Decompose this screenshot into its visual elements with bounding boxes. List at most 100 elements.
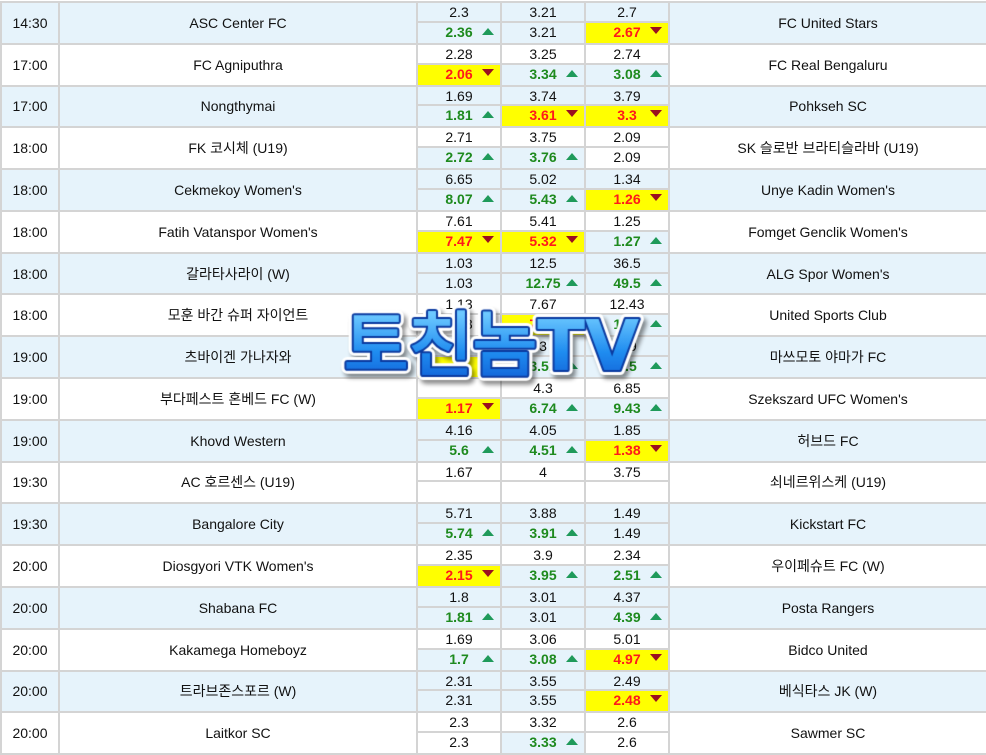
odds-draw[interactable]: 3.9 3.95 <box>500 544 586 588</box>
match-row[interactable]: 19:30 AC 호르센스 (U19) 1.67 4 3.75 쇠네르위스케 (U… <box>0 460 986 505</box>
match-row[interactable]: 20:00 Shabana FC 1.8 1.81 3.01 3.01 4.37 … <box>0 585 986 630</box>
home-team[interactable]: Diosgyori VTK Women's <box>58 544 418 588</box>
away-team[interactable]: FC United Stars <box>668 1 986 45</box>
away-team[interactable]: Bidco United <box>668 627 986 672</box>
odds-home-win[interactable]: 2.28 2.06 <box>416 42 502 87</box>
away-team[interactable]: Fomget Genclik Women's <box>668 209 986 254</box>
odds-away-win[interactable]: 1.34 1.26 <box>584 168 670 212</box>
odds-home-win[interactable]: 1.67 <box>416 460 502 505</box>
home-team[interactable]: ASC Center FC <box>58 1 418 45</box>
away-team[interactable]: 우이페슈트 FC (W) <box>668 544 986 588</box>
odds-home-win[interactable]: 4.16 5.6 <box>416 418 502 463</box>
odds-away-win[interactable]: 3.79 3.3 <box>584 84 670 129</box>
match-row[interactable]: 18:00 Fatih Vatanspor Women's 7.61 7.47 5… <box>0 209 986 254</box>
match-row[interactable]: 20:00 Diosgyori VTK Women's 2.35 2.15 3.9… <box>0 544 986 588</box>
odds-away-win[interactable]: 12.43 13.5 <box>584 293 670 338</box>
home-team[interactable]: Cekmekoy Women's <box>58 168 418 212</box>
odds-draw[interactable]: 3.25 3.34 <box>500 42 586 87</box>
away-team[interactable]: Posta Rangers <box>668 585 986 630</box>
odds-home-win[interactable]: 1.17 <box>416 377 502 421</box>
odds-draw[interactable]: 3.06 3.08 <box>500 627 586 672</box>
home-team[interactable]: AC 호르센스 (U19) <box>58 460 418 505</box>
home-team[interactable]: 갈라타사라이 (W) <box>58 251 418 296</box>
odds-draw[interactable]: 3.01 3.01 <box>500 585 586 630</box>
away-team[interactable]: 베식타스 JK (W) <box>668 669 986 714</box>
away-team[interactable]: 허브드 FC <box>668 418 986 463</box>
odds-away-win[interactable]: 2.34 2.51 <box>584 544 670 588</box>
odds-draw[interactable]: 4 <box>500 460 586 505</box>
odds-home-win[interactable]: 1.13 1.13 <box>416 293 502 338</box>
home-team[interactable]: Bangalore City <box>58 502 418 547</box>
odds-home-win[interactable]: 5.71 5.74 <box>416 502 502 547</box>
odds-draw[interactable]: 5.41 5.32 <box>500 209 586 254</box>
odds-home-win[interactable]: 7.61 7.47 <box>416 209 502 254</box>
odds-draw[interactable]: 4.05 4.51 <box>500 418 586 463</box>
home-team[interactable]: 모훈 바간 슈퍼 자이언트 <box>58 293 418 338</box>
home-team[interactable]: Shabana FC <box>58 585 418 630</box>
odds-home-win[interactable]: 1.8 1.81 <box>416 585 502 630</box>
odds-away-win[interactable]: 3.75 <box>584 460 670 505</box>
odds-away-win[interactable]: 1.25 1.27 <box>584 209 670 254</box>
odds-away-win[interactable]: 2.7 2.67 <box>584 1 670 45</box>
match-row[interactable]: 17:00 FC Agniputhra 2.28 2.06 3.25 3.34 2… <box>0 42 986 87</box>
home-team[interactable]: Fatih Vatanspor Women's <box>58 209 418 254</box>
odds-away-win[interactable]: 2.09 2.09 <box>584 126 670 171</box>
odds-home-win[interactable]: 2.3 2.36 <box>416 1 502 45</box>
away-team[interactable]: SK 슬로반 브라티슬라바 (U19) <box>668 126 986 171</box>
odds-draw[interactable]: 3.75 3.76 <box>500 126 586 171</box>
home-team[interactable]: 츠바이겐 가나자와 <box>58 335 418 380</box>
away-team[interactable]: Unye Kadin Women's <box>668 168 986 212</box>
odds-home-win[interactable]: 2.31 2.31 <box>416 669 502 714</box>
home-team[interactable]: Khovd Western <box>58 418 418 463</box>
away-team[interactable]: Szekszard UFC Women's <box>668 377 986 421</box>
odds-home-win[interactable]: 2.35 2.15 <box>416 544 502 588</box>
match-row[interactable]: 18:00 모훈 바간 슈퍼 자이언트 1.13 1.13 7.67 7.13 1… <box>0 293 986 338</box>
match-row[interactable]: 19:00 Khovd Western 4.16 5.6 4.05 4.51 1.… <box>0 418 986 463</box>
away-team[interactable]: 마쓰모토 야마가 FC <box>668 335 986 380</box>
odds-away-win[interactable]: 5.01 4.97 <box>584 627 670 672</box>
odds-home-win[interactable]: 2.71 2.72 <box>416 126 502 171</box>
odds-home-win[interactable]: 1.69 1.81 <box>416 84 502 129</box>
odds-away-win[interactable]: 6.85 9.43 <box>584 377 670 421</box>
odds-draw[interactable]: 3.55 3.55 <box>500 669 586 714</box>
odds-away-win[interactable]: 4.37 4.39 <box>584 585 670 630</box>
match-row[interactable]: 19:30 Bangalore City 5.71 5.74 3.88 3.91 … <box>0 502 986 547</box>
home-team[interactable]: Laitkor SC <box>58 711 418 755</box>
match-row[interactable]: 18:00 FK 코시체 (U19) 2.71 2.72 3.75 3.76 2.… <box>0 126 986 171</box>
odds-draw[interactable]: 5.02 5.43 <box>500 168 586 212</box>
odds-away-win[interactable]: 1.49 1.49 <box>584 502 670 547</box>
odds-away-win[interactable]: 2.74 3.08 <box>584 42 670 87</box>
odds-away-win[interactable]: 2.6 2.6 <box>584 711 670 755</box>
odds-draw[interactable]: 3.32 3.33 <box>500 711 586 755</box>
match-row[interactable]: 20:00 Laitkor SC 2.3 2.3 3.32 3.33 2.6 2.… <box>0 711 986 755</box>
match-row[interactable]: 14:30 ASC Center FC 2.3 2.36 3.21 3.21 2.… <box>0 1 986 45</box>
odds-draw[interactable]: 12.5 12.75 <box>500 251 586 296</box>
match-row[interactable]: 19:00 부다페스트 혼베드 FC (W) 1.17 4.3 6.74 6.85… <box>0 377 986 421</box>
odds-home-win[interactable]: 1.03 1.03 <box>416 251 502 296</box>
match-row[interactable]: 20:00 Kakamega Homeboyz 1.69 1.7 3.06 3.0… <box>0 627 986 672</box>
home-team[interactable]: 트라브존스포르 (W) <box>58 669 418 714</box>
odds-home-win[interactable]: 6.65 8.07 <box>416 168 502 212</box>
away-team[interactable]: Kickstart FC <box>668 502 986 547</box>
away-team[interactable]: Sawmer SC <box>668 711 986 755</box>
odds-draw[interactable]: 3 3.51 <box>500 335 586 380</box>
away-team[interactable]: ALG Spor Women's <box>668 251 986 296</box>
home-team[interactable]: 부다페스트 혼베드 FC (W) <box>58 377 418 421</box>
odds-draw[interactable]: 3.88 3.91 <box>500 502 586 547</box>
odds-away-win[interactable]: 1.85 1.38 <box>584 418 670 463</box>
odds-home-win[interactable]: 1.69 1.7 <box>416 627 502 672</box>
match-row[interactable]: 18:00 갈라타사라이 (W) 1.03 1.03 12.5 12.75 36.… <box>0 251 986 296</box>
odds-away-win[interactable]: 2.49 2.48 <box>584 669 670 714</box>
odds-away-win[interactable]: 36.5 49.5 <box>584 251 670 296</box>
odds-draw[interactable]: 3.74 3.61 <box>500 84 586 129</box>
match-row[interactable]: 20:00 트라브존스포르 (W) 2.31 2.31 3.55 3.55 2.4… <box>0 669 986 714</box>
odds-home-win[interactable] <box>416 335 502 380</box>
match-row[interactable]: 19:00 츠바이겐 가나자와 3 3.51 3.9 3.5 마쓰모토 야마가 F… <box>0 335 986 380</box>
away-team[interactable]: FC Real Bengaluru <box>668 42 986 87</box>
away-team[interactable]: United Sports Club <box>668 293 986 338</box>
odds-draw[interactable]: 3.21 3.21 <box>500 1 586 45</box>
home-team[interactable]: FC Agniputhra <box>58 42 418 87</box>
away-team[interactable]: Pohkseh SC <box>668 84 986 129</box>
home-team[interactable]: Kakamega Homeboyz <box>58 627 418 672</box>
odds-draw[interactable]: 4.3 6.74 <box>500 377 586 421</box>
